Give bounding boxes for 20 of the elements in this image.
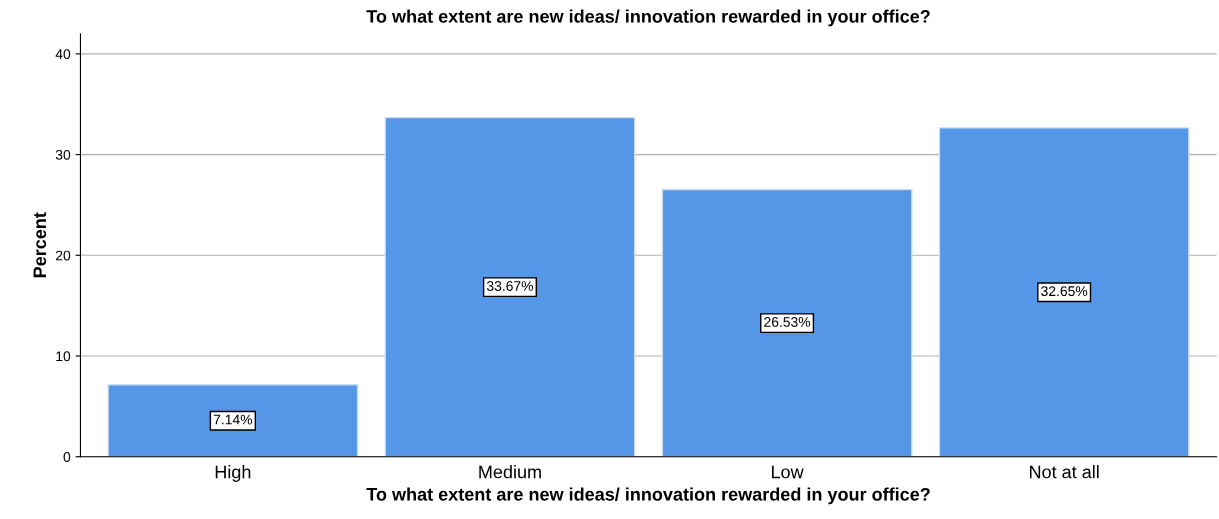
data-label: 33.67% — [486, 281, 534, 291]
y-tick-label: 0 — [63, 452, 71, 462]
chart-title: To what extent are new ideas/ innovation rewarded in your office? — [366, 9, 930, 27]
bar — [384, 116, 636, 457]
y-tick-label: 30 — [55, 149, 71, 160]
y-tick-label: 10 — [56, 351, 71, 362]
bar — [107, 384, 359, 457]
x-tick-label: Not at all — [1030, 465, 1099, 479]
data-label: 26.53% — [764, 317, 811, 327]
x-axis-title: To what extent are new ideas/ innovation rewarded in your office? — [366, 487, 930, 505]
y-tick-label: 40 — [55, 49, 71, 60]
x-tick-label: Medium — [479, 465, 541, 479]
data-label: 7.14% — [213, 414, 253, 425]
x-tick-label: High — [215, 465, 251, 482]
y-axis-title: Percent — [33, 212, 47, 278]
bar — [938, 127, 1190, 457]
x-tick-label: Low — [771, 465, 804, 479]
bar — [661, 188, 913, 457]
data-label: 32.65% — [1041, 286, 1088, 297]
y-tick-label: 20 — [55, 250, 71, 261]
